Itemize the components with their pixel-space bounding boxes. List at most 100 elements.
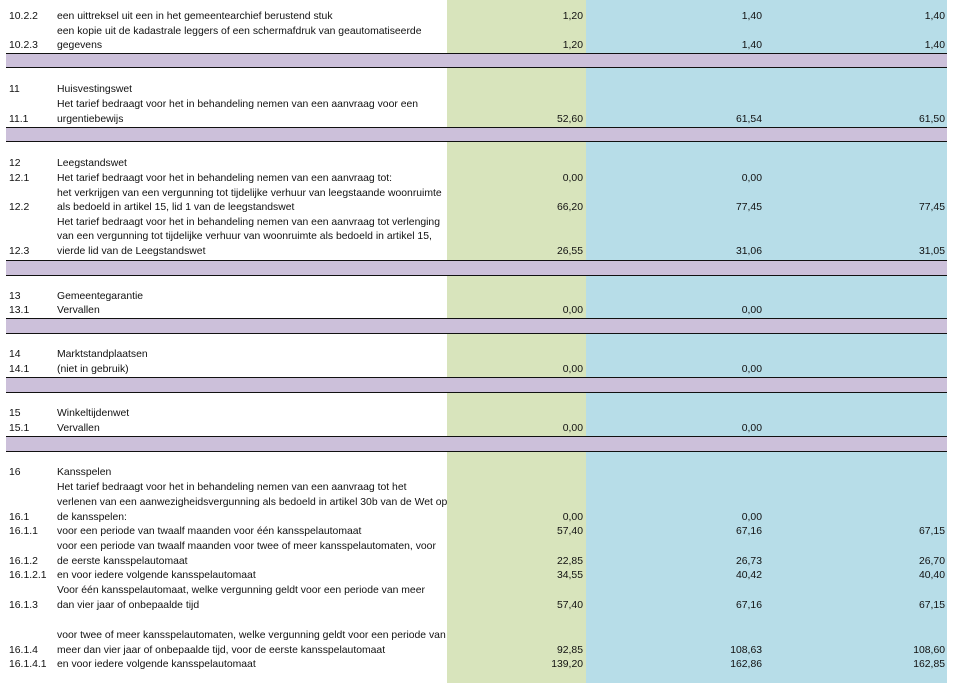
tariff-value-3: 1,40 xyxy=(924,11,945,22)
article-number: 10.2.2 xyxy=(9,11,38,22)
article-number: 16 xyxy=(9,467,21,478)
tariff-value-1: 1,20 xyxy=(562,40,583,52)
tariff-value-3: 31,05 xyxy=(918,246,945,257)
description: voor een periode van twaalf maanden voor… xyxy=(57,541,436,552)
tariff-columns-2-3-fill xyxy=(586,0,947,683)
tariff-value-1: 0,00 xyxy=(562,173,583,184)
table-row: 12.1 Het tarief bedraagt voor het in beha… xyxy=(0,172,954,187)
article-number: 12.3 xyxy=(9,246,30,257)
tariff-column-1-fill xyxy=(447,0,586,683)
description: vierde lid van de Leegstandswet xyxy=(57,246,206,257)
tariff-value-3: 67,15 xyxy=(918,600,945,611)
description: het verkrijgen van een vergunning tot ti… xyxy=(57,187,442,199)
tariff-value-2: 0,00 xyxy=(741,173,762,184)
article-number: 12.1 xyxy=(9,173,30,184)
separator-line xyxy=(6,67,947,68)
table-row: 12 Leegstandswet xyxy=(0,157,954,172)
separator-line xyxy=(6,392,947,393)
tariff-value-2: 0,00 xyxy=(741,305,762,316)
description: (niet in gebruik) xyxy=(57,364,129,375)
tariff-value-1: 52,60 xyxy=(556,113,583,125)
tariff-value-1: 34,55 xyxy=(556,570,583,581)
description: gegevens xyxy=(57,40,103,52)
article-number: 12 xyxy=(9,158,21,170)
tariff-value-1: 66,20 xyxy=(556,202,583,214)
tariff-value-2: 0,00 xyxy=(741,364,762,375)
description: Vervallen xyxy=(57,423,100,434)
separator-line xyxy=(6,127,947,128)
description: meer dan vier jaar of onbepaalde tijd, v… xyxy=(57,645,386,656)
table-row: 10.2.2 een uittreksel uit een in het geme… xyxy=(0,10,954,25)
table-row: 10.2.3 gegevens 1,20 1,40 1,40 xyxy=(0,39,954,54)
article-number: 15.1 xyxy=(9,423,30,434)
table-row: een kopie uit de kadastrale leggers of e… xyxy=(0,25,954,40)
tariff-value-1: 92,85 xyxy=(556,645,583,656)
tariff-value-1: 26,55 xyxy=(556,246,583,257)
article-number: 16.1.1 xyxy=(9,526,38,537)
description: en voor iedere volgende kansspelautomaat xyxy=(57,570,256,581)
tariff-value-1: 22,85 xyxy=(556,556,583,567)
description: als bedoeld in artikel 15, lid 1 van de … xyxy=(57,202,295,214)
separator-line xyxy=(6,275,947,276)
article-number: 13.1 xyxy=(9,305,30,316)
article-number: 11.1 xyxy=(9,113,29,125)
description: de kansspelen: xyxy=(57,512,127,523)
description: verlenen van een aanwezigheidsvergunning… xyxy=(57,497,448,508)
description: Winkeltijdenwet xyxy=(57,408,130,419)
table-row: 16.1.4 meer dan vier jaar of onbepaalde t… xyxy=(0,644,954,659)
description: dan vier jaar of onbepaalde tijd xyxy=(57,600,200,611)
tariff-value-2: 0,00 xyxy=(741,512,762,523)
tariff-value-1: 57,40 xyxy=(556,600,583,611)
separator-band xyxy=(6,378,947,392)
description: Het tarief bedraagt voor het in behandel… xyxy=(57,216,440,228)
tariff-value-2: 40,42 xyxy=(735,570,762,581)
description: en voor iedere volgende kansspelautomaat xyxy=(57,659,256,670)
description: een uittreksel uit een in het gemeentear… xyxy=(57,11,333,22)
article-number: 16.1.4 xyxy=(9,645,38,656)
description: Gemeentegarantie xyxy=(57,291,144,302)
tariff-value-2: 61,54 xyxy=(735,113,762,125)
article-number: 15 xyxy=(9,408,21,419)
description: Het tarief bedraagt voor het in behandel… xyxy=(57,99,419,110)
article-number: 14 xyxy=(9,349,21,360)
tariff-value-1: 0,00 xyxy=(562,423,583,434)
table-row: Het tarief bedraagt voor het in behandel… xyxy=(0,216,954,231)
article-number: 16.1.4.1 xyxy=(9,659,47,670)
tariff-value-2: 1,40 xyxy=(741,11,762,22)
description: Het tarief bedraagt voor het in behandel… xyxy=(57,173,393,184)
table-row: 13.1 Vervallen 0,00 0,00 xyxy=(0,304,954,319)
table-row: 16.1.4.1 en voor iedere volgende kansspel… xyxy=(0,658,954,673)
tariff-value-2: 67,16 xyxy=(735,526,762,537)
article-number: 16.1 xyxy=(9,512,30,523)
tariff-value-2: 31,06 xyxy=(735,246,762,257)
table-row: Voor één kansspelautomaat, welke vergunn… xyxy=(0,584,954,599)
separator-band xyxy=(6,54,947,67)
table-row: 15 Winkeltijdenwet xyxy=(0,407,954,422)
tariff-value-3: 108,60 xyxy=(913,645,945,656)
tariff-value-1: 1,20 xyxy=(562,11,583,22)
separator-line xyxy=(6,377,947,378)
separator-band xyxy=(6,128,947,141)
tariff-value-2: 26,73 xyxy=(735,556,762,567)
tariff-value-1: 0,00 xyxy=(562,364,583,375)
table-row: het verkrijgen van een vergunning tot ti… xyxy=(0,187,954,202)
tariff-value-1: 139,20 xyxy=(551,659,583,670)
separator-line xyxy=(6,53,947,54)
tariff-value-2: 67,16 xyxy=(735,600,762,611)
description: van een vergunning tot tijdelijke verhuu… xyxy=(57,231,432,243)
description: Marktstandplaatsen xyxy=(57,349,148,360)
description: voor een periode van twaalf maanden voor… xyxy=(57,526,362,537)
description: Huisvestingswet xyxy=(57,84,133,96)
tariff-value-3: 67,15 xyxy=(918,526,945,537)
separator-line xyxy=(6,451,947,452)
separator-line xyxy=(6,333,947,334)
tariff-value-2: 0,00 xyxy=(741,423,762,434)
tariff-value-3: 61,50 xyxy=(918,113,945,125)
tariff-value-2: 1,40 xyxy=(741,40,762,52)
article-number: 16.1.2.1 xyxy=(9,570,47,581)
table-row: 14 Marktstandplaatsen xyxy=(0,348,954,363)
tariff-value-1: 57,40 xyxy=(556,526,583,537)
tariff-value-3: 1,40 xyxy=(924,40,945,52)
table-row: 12.2 als bedoeld in artikel 15, lid 1 van… xyxy=(0,201,954,216)
